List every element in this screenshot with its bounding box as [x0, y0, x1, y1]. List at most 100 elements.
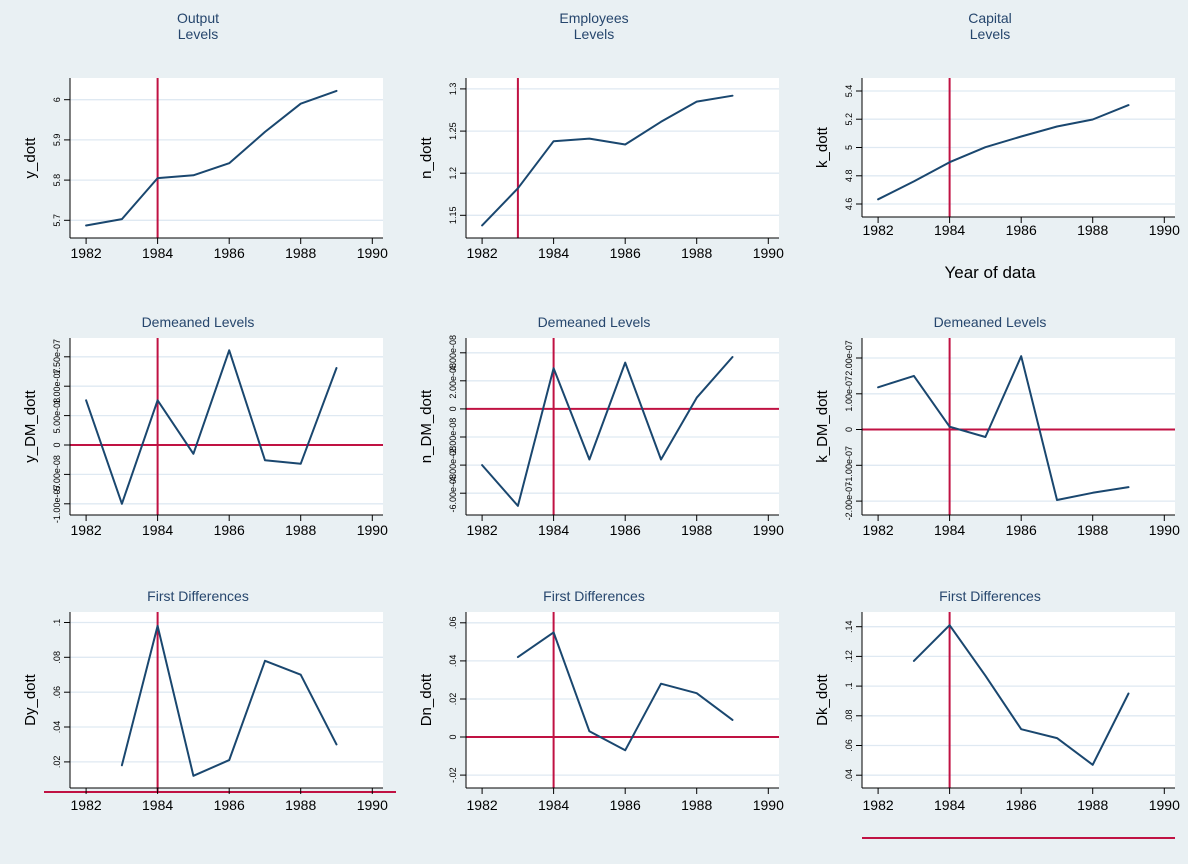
svg-text:1984: 1984 — [538, 245, 569, 261]
svg-text:Dy_dott: Dy_dott — [22, 673, 39, 726]
svg-text:-2.00e-08: -2.00e-08 — [448, 418, 458, 457]
svg-text:k_DM_dott: k_DM_dott — [814, 389, 831, 462]
svg-text:1.25: 1.25 — [448, 122, 458, 140]
svg-text:n_dott: n_dott — [418, 136, 435, 179]
firstdiff-employees-plot: 1982 1984 1986 1988 1990 -.02 0 .02 .04 .06 Dn_dot… — [418, 612, 784, 813]
svg-text:1986: 1986 — [214, 522, 245, 538]
svg-text:1984: 1984 — [934, 522, 965, 538]
svg-text:.12: .12 — [844, 650, 854, 663]
chart-capital-levels: Capital Levels 1982 1984 1986 1988 1990 4.6 4.… — [792, 0, 1188, 288]
svg-text:1984: 1984 — [934, 797, 965, 813]
svg-text:1986: 1986 — [1006, 797, 1037, 813]
svg-text:1986: 1986 — [214, 797, 245, 813]
svg-text:1986: 1986 — [610, 797, 641, 813]
svg-text:Dk_dott: Dk_dott — [814, 673, 831, 726]
svg-text:y_dott: y_dott — [22, 137, 39, 179]
chart-output-levels: Output Levels 1982 1984 1986 1988 1990 5.7 5.8… — [0, 0, 396, 288]
chart-demeaned-capital: Demeaned Levels 1982 1984 1986 1988 1990 -2.0… — [792, 288, 1188, 576]
svg-text:1990: 1990 — [357, 245, 388, 261]
svg-text:1986: 1986 — [610, 245, 641, 261]
svg-text:.06: .06 — [844, 739, 854, 752]
demeaned-output-plot: 1982 1984 1986 1988 1990 -1.00e-07-5.00e-08 0 5… — [22, 338, 388, 538]
svg-text:1988: 1988 — [1077, 222, 1108, 238]
svg-text:-.02: -.02 — [448, 767, 458, 783]
svg-text:-2.00e-07: -2.00e-07 — [844, 482, 854, 521]
x-axis-title: Year of data — [944, 263, 1036, 282]
chart-firstdiff-output: First Differences 1982 1984 1986 1988 1990 .0… — [0, 576, 396, 864]
chart-title: Capital Levels — [968, 10, 1012, 42]
svg-text:.04: .04 — [844, 769, 854, 782]
svg-text:1990: 1990 — [753, 245, 784, 261]
svg-text:-5.00e-08: -5.00e-08 — [52, 455, 62, 494]
svg-text:1990: 1990 — [753, 522, 784, 538]
svg-text:1984: 1984 — [142, 797, 173, 813]
svg-text:1988: 1988 — [1077, 797, 1108, 813]
svg-text:5: 5 — [844, 145, 854, 150]
chart-title: First Differences — [147, 588, 249, 604]
svg-text:-6.00e-08: -6.00e-08 — [448, 474, 458, 513]
svg-text:2.00e-08: 2.00e-08 — [448, 363, 458, 399]
firstdiff-capital-plot: 1982 1984 1986 1988 1990 .04 .06 .08 .1 .12 .14 Dk_… — [814, 612, 1180, 839]
svg-text:4.8: 4.8 — [844, 170, 854, 183]
svg-text:.06: .06 — [52, 686, 62, 699]
svg-text:1988: 1988 — [1077, 522, 1108, 538]
svg-text:y_DM_dott: y_DM_dott — [22, 389, 39, 462]
svg-text:1986: 1986 — [1006, 222, 1037, 238]
svg-text:1982: 1982 — [71, 522, 102, 538]
svg-text:-1.00e-07: -1.00e-07 — [52, 485, 62, 524]
svg-text:1.50e-07: 1.50e-07 — [52, 339, 62, 375]
svg-text:5.8: 5.8 — [52, 174, 62, 187]
firstdiff-output-plot: 1982 1984 1986 1988 1990 .02 .04 .06 .08 .1 Dy_dot… — [22, 612, 396, 813]
svg-text:5.00e-08: 5.00e-08 — [52, 398, 62, 434]
employees-levels-plot: 1982 1984 1986 1988 1990 1.15 1.2 1.25 1.3 n_dott — [418, 78, 784, 261]
svg-text:5.4: 5.4 — [844, 85, 854, 98]
chart-title: Demeaned Levels — [141, 314, 255, 330]
svg-text:.1: .1 — [52, 619, 62, 627]
svg-text:1986: 1986 — [1006, 522, 1037, 538]
svg-text:n_DM_dott: n_DM_dott — [418, 389, 435, 463]
svg-text:0: 0 — [448, 734, 458, 739]
svg-text:-1.00e-07: -1.00e-07 — [844, 446, 854, 485]
svg-text:1988: 1988 — [285, 245, 316, 261]
svg-text:.1: .1 — [844, 682, 854, 690]
svg-text:1988: 1988 — [681, 797, 712, 813]
svg-text:2.00e-07: 2.00e-07 — [844, 340, 854, 376]
output-levels-plot: 1982 1984 1986 1988 1990 5.7 5.8 5.9 6 y_dott — [22, 78, 388, 261]
svg-text:4.6: 4.6 — [844, 198, 854, 211]
svg-text:k_dott: k_dott — [814, 126, 831, 168]
svg-text:1.15: 1.15 — [448, 207, 458, 225]
svg-text:.02: .02 — [52, 756, 62, 769]
svg-text:6: 6 — [52, 97, 62, 102]
svg-text:1982: 1982 — [467, 522, 498, 538]
svg-text:.06: .06 — [448, 617, 458, 630]
svg-text:0: 0 — [844, 427, 854, 432]
svg-text:.02: .02 — [448, 693, 458, 706]
svg-text:5.7: 5.7 — [52, 214, 62, 227]
svg-text:1.00e-07: 1.00e-07 — [52, 368, 62, 404]
demeaned-employees-plot: 1982 1984 1986 1988 1990 -6.00e-08-4.00e-08-2… — [418, 335, 784, 538]
svg-text:.14: .14 — [844, 620, 854, 633]
svg-text:1.2: 1.2 — [448, 167, 458, 180]
svg-text:1988: 1988 — [285, 797, 316, 813]
svg-text:1982: 1982 — [71, 245, 102, 261]
svg-text:0: 0 — [448, 406, 458, 411]
svg-text:1982: 1982 — [863, 797, 894, 813]
svg-text:1990: 1990 — [1149, 797, 1180, 813]
svg-text:1984: 1984 — [142, 245, 173, 261]
svg-text:1990: 1990 — [753, 797, 784, 813]
svg-text:1.3: 1.3 — [448, 83, 458, 96]
svg-text:1.00e-07: 1.00e-07 — [844, 376, 854, 412]
chart-demeaned-output: Demeaned Levels 1982 1984 1986 1988 1990 -1.0… — [0, 288, 396, 576]
svg-text:1982: 1982 — [467, 245, 498, 261]
svg-text:1990: 1990 — [357, 797, 388, 813]
svg-text:1984: 1984 — [934, 222, 965, 238]
svg-text:1984: 1984 — [538, 522, 569, 538]
svg-text:1982: 1982 — [863, 522, 894, 538]
chart-title: Output Levels — [176, 10, 220, 42]
chart-firstdiff-employees: First Differences 1982 1984 1986 1988 1990 -.… — [396, 576, 792, 864]
svg-text:1990: 1990 — [357, 522, 388, 538]
svg-text:4.00e-08: 4.00e-08 — [448, 335, 458, 371]
chart-employees-levels: Employees Levels 1982 1984 1986 1988 1990 1.1… — [396, 0, 792, 288]
chart-title: Demeaned Levels — [933, 314, 1047, 330]
